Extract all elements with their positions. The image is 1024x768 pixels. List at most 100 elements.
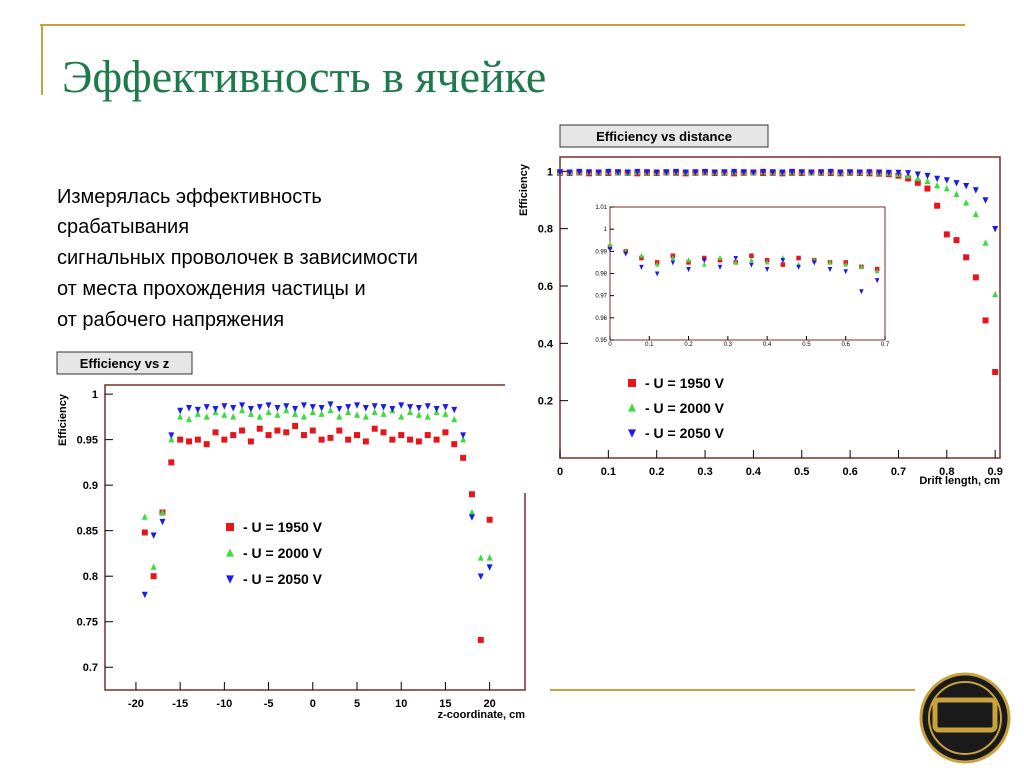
marker (796, 255, 801, 261)
legend-label: - U = 2000 V (243, 545, 323, 561)
marker (336, 405, 343, 413)
legend-marker (226, 575, 234, 584)
x-tick-label: 0 (557, 466, 563, 478)
marker (415, 411, 422, 418)
marker (477, 636, 484, 643)
marker (442, 404, 449, 411)
marker (686, 260, 691, 265)
chart-title: Efficiency vs z (80, 356, 170, 371)
x-tick-label: 0.3 (724, 342, 733, 348)
x-tick-label: 0.6 (842, 342, 851, 348)
marker (318, 436, 325, 443)
marker (682, 169, 689, 176)
marker (779, 169, 786, 176)
marker (654, 271, 660, 277)
legend-label: - U = 2000 V (645, 400, 725, 416)
marker (460, 435, 467, 443)
marker (477, 573, 484, 580)
marker (424, 413, 431, 420)
marker (905, 175, 912, 182)
marker (749, 262, 754, 268)
marker (963, 254, 970, 261)
marker (721, 169, 728, 176)
marker (639, 255, 644, 261)
marker (856, 169, 863, 176)
marker (159, 518, 166, 526)
marker (186, 405, 192, 412)
marker (194, 436, 201, 443)
y-tick-label: 0.85 (77, 526, 98, 538)
marker (327, 434, 334, 441)
marker (885, 169, 892, 177)
marker (221, 436, 228, 443)
marker (992, 225, 999, 233)
y-tick-label: 0.4 (538, 338, 554, 350)
marker (477, 554, 484, 561)
x-tick-label: 0.3 (697, 466, 712, 478)
marker (389, 405, 396, 413)
marker (309, 427, 316, 434)
marker (982, 197, 989, 204)
body-line: от места прохождения частицы и (57, 278, 366, 300)
marker (827, 267, 833, 273)
marker (644, 169, 651, 176)
x-tick-label: 0.1 (601, 466, 616, 478)
x-tick-label: 0.7 (891, 466, 906, 478)
marker (415, 405, 422, 412)
marker (380, 429, 387, 436)
marker (818, 169, 825, 176)
body-line: от рабочего напряжения (57, 309, 284, 331)
marker (300, 402, 307, 409)
marker (764, 259, 770, 265)
marker (292, 410, 299, 417)
chart-title: Efficiency vs distance (596, 129, 732, 144)
y-axis-label: Efficiency (57, 393, 69, 446)
marker (953, 190, 960, 197)
x-axis-label: z-coordinate, cm (438, 709, 526, 721)
x-tick-label: -10 (216, 698, 232, 710)
marker (354, 432, 360, 439)
x-tick-label: 0.5 (794, 466, 809, 478)
marker (256, 413, 263, 420)
marker (943, 231, 950, 238)
marker (451, 406, 458, 414)
x-tick-label: 0.7 (881, 342, 890, 348)
x-tick-label: 0 (608, 342, 612, 348)
marker (407, 408, 414, 416)
x-tick-label: 0.2 (684, 342, 693, 348)
marker (576, 168, 583, 176)
marker (168, 432, 175, 439)
y-tick-label: 0.99 (595, 249, 607, 255)
marker (451, 415, 458, 423)
marker (247, 405, 254, 413)
marker (895, 169, 902, 177)
marker (345, 408, 352, 416)
marker (740, 169, 747, 176)
marker (717, 257, 723, 263)
marker (336, 427, 343, 434)
x-tick-label: 0 (310, 698, 316, 710)
y-tick-label: 0.95 (595, 338, 607, 344)
y-tick-label: 1 (547, 166, 553, 178)
marker (982, 317, 989, 324)
marker (769, 169, 776, 176)
marker (711, 169, 718, 176)
chart-title-box (559, 124, 769, 148)
marker (141, 529, 148, 536)
y-axis-label: Efficiency (518, 163, 530, 216)
marker (972, 210, 979, 218)
marker (309, 408, 316, 416)
marker (663, 169, 670, 176)
marker (274, 405, 281, 412)
marker (634, 168, 641, 176)
marker (186, 438, 192, 445)
marker (953, 237, 960, 244)
marker (265, 432, 272, 439)
marker (283, 429, 290, 436)
marker (362, 438, 369, 445)
marker (843, 261, 848, 267)
marker (380, 410, 387, 417)
marker (212, 429, 219, 436)
marker (460, 454, 467, 461)
marker (607, 247, 613, 253)
